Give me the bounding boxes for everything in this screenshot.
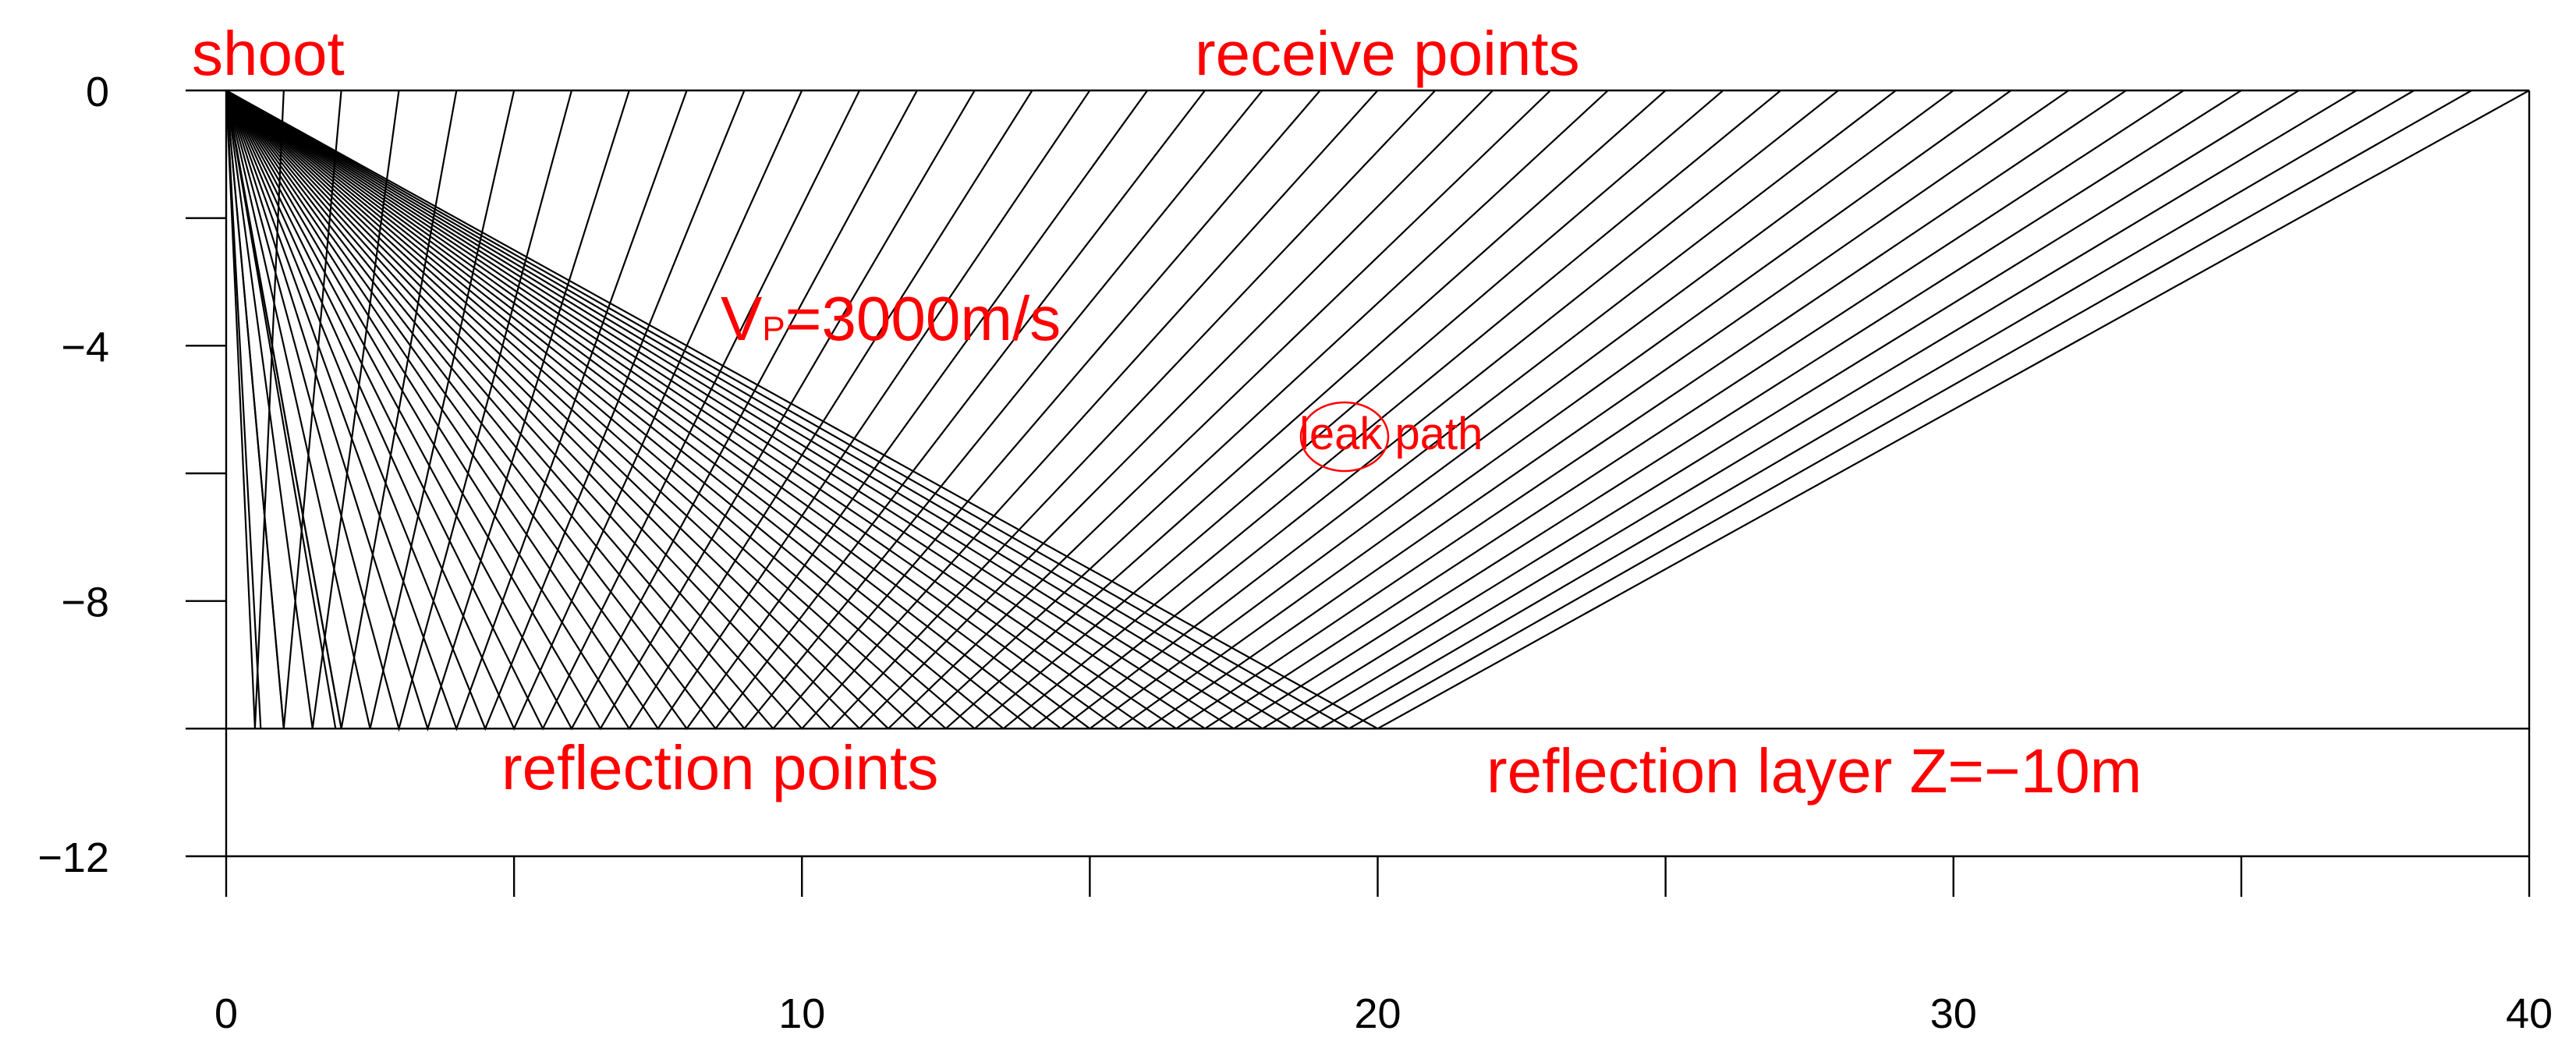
receive-points-label: receive points	[1195, 19, 1580, 88]
direct-ray-3	[225, 90, 337, 729]
x-tick-label-10: 10	[778, 990, 825, 1037]
ray-path-26	[225, 90, 1724, 730]
leak-path-marker	[1299, 401, 1390, 473]
leak-path-label: leak path	[1299, 409, 1483, 459]
velocity-label: VP=3000m/s	[721, 284, 1061, 353]
y-tick-label-3: −12	[37, 834, 109, 881]
x-tick-label-40: 40	[2506, 990, 2553, 1037]
reflection-points-label: reflection points	[501, 733, 938, 802]
x-tick-label-30: 30	[1930, 990, 1977, 1037]
y-tick-label-1: −4	[61, 324, 109, 370]
velocity-subscript: P	[762, 310, 785, 348]
ray-path-32	[225, 90, 2070, 730]
x-tick-label-20: 20	[1354, 990, 1401, 1037]
ray-path-31	[225, 90, 2012, 730]
x-tick-label-0: 0	[214, 990, 238, 1037]
y-axis: 0 −4 −8 −12	[37, 69, 228, 881]
shoot-label: shoot	[192, 19, 345, 88]
y-tick-label-0: 0	[86, 69, 109, 115]
ray-path-29	[225, 90, 1897, 730]
velocity-symbol: V	[721, 284, 763, 353]
reflection-layer-label: reflection layer Z=−10m	[1486, 736, 2142, 806]
direct-ray-4	[225, 90, 342, 729]
direct-ray-1	[225, 90, 262, 729]
y-tick-label-2: −8	[61, 579, 109, 626]
direct-ray-2	[225, 90, 285, 729]
x-axis: 0 10 20 30 40	[214, 856, 2553, 1037]
velocity-value: =3000m/s	[785, 284, 1061, 353]
